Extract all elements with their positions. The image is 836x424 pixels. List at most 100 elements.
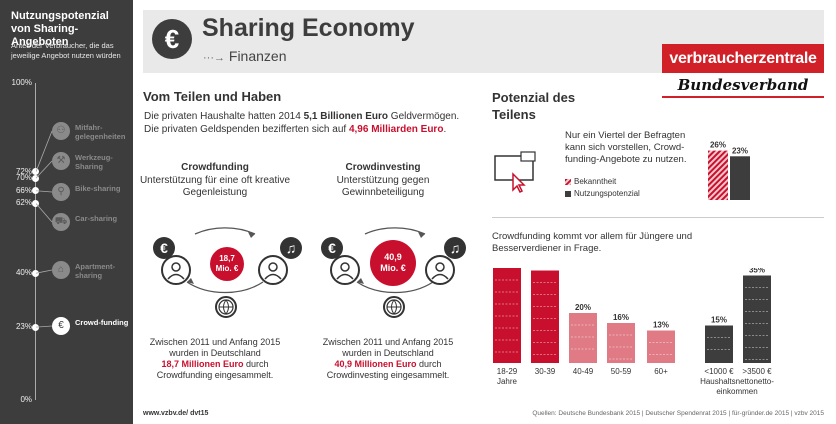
sidebar-item-name: Car-sharing [75,214,118,223]
axis-bottom-label: 0% [20,395,32,404]
car-share-icon: ⚇ [52,122,70,140]
potenzial-text: Nur ein Viertel der Befragten kann sich … [565,130,687,165]
intro-bold-2: 4,96 Milliarden Euro [348,124,444,135]
sidebar-pct-label: 72% [15,166,32,176]
euro-icon: € [321,237,343,259]
footer-sources: Quellen: Deutsche Bundesbank 2015 | Deut… [532,410,824,417]
crowdinvesting-desc: Unterstützung gegen Gewinnbeteiligung [336,175,430,198]
sidebar-connector [36,130,53,172]
crowdfunding-heading: Crowdfunding [181,162,249,173]
demo-category-label: 60+ [654,367,668,376]
bike-icon: ⚲ [52,183,70,201]
sidebar-item-name: Mitfahr-gelegenheiten [75,123,126,141]
crowdinvesting-heading: Crowdinvesting [345,162,421,173]
demo-bar [607,323,635,363]
awareness-bar-chart: 26% 23% [708,141,750,200]
demo-bar-value: 20% [575,303,591,312]
sidebar: Nutzungspotenzial von Sharing-Angeboten … [0,0,133,424]
music-note-icon: ♫ [444,237,466,259]
demo-bar-value: 37% [537,268,553,270]
crowdfunding-unit: Mio. € [215,264,239,273]
legend-known: Bekanntheit [565,177,616,186]
sidebar-connector [36,160,53,179]
ci-foot-4: Crowdinvesting eingesammelt. [326,370,450,380]
intro-bold-1: 5,1 Billionen Euro [303,111,389,122]
hammer-icon: ⚒ [52,152,70,170]
sidebar-dot [32,174,39,182]
arrow-icon: ···→ [203,52,225,64]
demo-bar [705,325,733,363]
cf-foot-3b: durch [243,359,269,369]
demo-bar [569,313,597,363]
ci-foot-1: Zwischen 2011 und Anfang 2015 [322,337,454,347]
sidebar-dot [32,269,39,277]
demo-bar [647,330,675,363]
demo-bar-value: 15% [711,316,727,325]
sidebar-connector [36,203,53,223]
person-icon [330,255,360,285]
intro-pre: Die privaten Haushalte hatten 2014 [144,111,304,122]
cf-foot-4: Crowdfunding eingesammelt. [156,370,274,380]
demo-category-label: Jahre [497,377,518,386]
sidebar-pct-label: 66% [15,185,32,195]
demographics-bar-chart: 38%18-29Jahre37%30-3920%40-4916%50-5913%… [493,268,774,396]
sidebar-title: Nutzungspotenzial von Sharing-Angeboten [11,10,109,48]
income-group-label-2: einkommen [716,387,757,396]
demo-category-label: >3500 € [742,367,772,376]
car-icon: ⛟ [52,213,70,231]
person-icon [258,255,288,285]
crowd-text: Crowdfunding kommt vor allem für Jüngere… [492,231,693,254]
small-bar [708,150,728,200]
euro-icon: € [153,237,175,259]
intro-text: Die privaten Haushalte hatten 2014 5,1 B… [144,110,464,136]
crowdinvesting-amount: 40,9 [384,252,402,262]
sidebar-dot [32,168,39,176]
ci-foot-3: 40,9 Millionen Euro durch [303,359,473,370]
euro-icon: € [52,317,70,335]
crowdinvesting-unit: Mio. € [380,263,406,273]
globe-icon [215,296,237,318]
legend-known-label: Bekanntheit [574,177,617,186]
legend-use-label: Nutzungspotenzial [574,189,640,198]
small-bar-label: 26% [710,141,726,150]
sidebar-dot [32,187,39,195]
person-icon [425,255,455,285]
crowdinvesting-cycle-arrows [356,227,434,294]
globe-icon [383,296,405,318]
sidebar-pct-label: 23% [15,322,32,332]
demo-bar-value: 13% [653,321,669,330]
demo-category-label: 30-39 [535,367,556,376]
page-title: Sharing Economy [202,14,415,42]
demo-bar [493,268,521,363]
sidebar-item-name: Crowd-funding [75,318,129,327]
crowdfunding-footnote: Zwischen 2011 und Anfang 2015 wurden in … [130,337,300,381]
house-icon: ⌂ [52,261,70,279]
legend-use: Nutzungspotenzial [565,189,640,198]
crowdfunding-desc: Unterstützung für eine oft kreative Gege… [139,175,291,198]
cf-foot-3: 18,7 Millionen Euro durch [130,359,300,370]
page-subtitle: ···→ Finanzen [203,48,286,64]
axis-top-label: 100% [11,78,32,87]
intro-end: . [443,124,447,135]
crowdinvesting-amount-circle: 40,9 Mio. € [370,240,416,286]
sidebar-connector [36,269,53,274]
small-bar [730,156,750,200]
sidebar-subtitle: Anteil der Verbraucher, die das jeweilig… [11,41,121,60]
sidebar-pct-label: 62% [15,198,32,208]
ci-foot-3b: durch [416,359,442,369]
sidebar-dot [32,199,39,207]
logo: verbraucherzentrale [662,44,824,73]
sidebar-dot [32,323,39,331]
sidebar-connector [36,190,53,193]
intro-mid: Geldvermögen. Die privaten Geldspenden b… [144,111,460,135]
sidebar-axis [35,83,36,400]
demo-category-label: 40-49 [573,367,594,376]
cf-foot-1: Zwischen 2011 und Anfang 2015 [149,337,281,347]
sidebar-connector [36,325,53,328]
ci-foot-red: 40,9 Millionen Euro [334,359,417,369]
logo-subline: Bundesverband [677,76,809,94]
footer-url[interactable]: www.vzbv.de/ dvt15 [143,410,209,417]
crowdfunding-cycle-arrows [186,227,264,294]
demo-category-label: 18-29 [497,367,518,376]
person-icon [161,255,191,285]
